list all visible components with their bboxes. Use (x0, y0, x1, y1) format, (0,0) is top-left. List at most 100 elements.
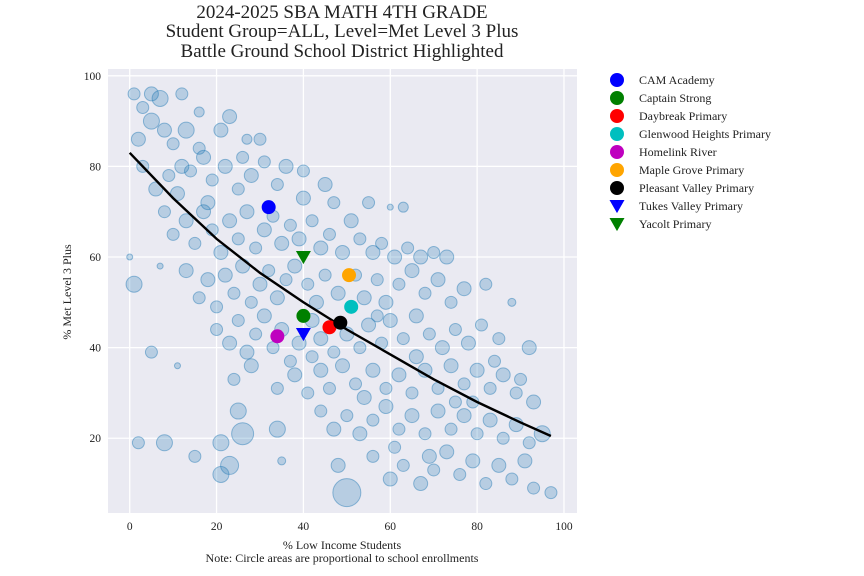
y-tick-label: 60 (90, 252, 102, 264)
school-point (231, 182, 245, 196)
school-point (443, 358, 459, 374)
school-point (483, 381, 497, 395)
school-point (405, 386, 419, 400)
school-point (544, 486, 558, 500)
school-point (326, 421, 342, 437)
highlight-daybreak-primary (322, 320, 337, 335)
school-point (343, 213, 359, 229)
school-point (413, 249, 429, 265)
school-point (231, 313, 245, 327)
school-point (408, 349, 424, 365)
school-point (266, 341, 280, 355)
school-point (396, 458, 410, 472)
school-point (243, 167, 259, 183)
school-point (362, 196, 376, 210)
school-point (296, 164, 310, 178)
legend-label-homelink-river: Homelink River (639, 145, 717, 159)
school-point (327, 196, 341, 210)
school-point (404, 408, 420, 424)
school-point (175, 87, 189, 101)
legend-marker-glenwood-heights-primary (610, 127, 624, 141)
school-point (257, 155, 271, 169)
legend-marker-yacolt-primary (609, 218, 625, 232)
school-point (356, 290, 372, 306)
school-point (205, 173, 219, 187)
school-point (492, 332, 506, 346)
school-points (125, 86, 558, 508)
school-point (236, 150, 250, 164)
school-point (210, 300, 224, 314)
title-line-1: 2024-2025 SBA MATH 4TH GRADE (196, 2, 487, 23)
x-tick-label: 40 (298, 521, 310, 533)
school-point (210, 323, 224, 337)
axis-ticks: 0 20 40 60 80 100 20 40 60 80 100 (84, 71, 573, 533)
legend: CAM Academy Captain Strong Daybreak Primar… (609, 73, 771, 232)
x-tick-label: 0 (127, 521, 133, 533)
school-point (427, 463, 441, 477)
school-point (470, 427, 484, 441)
school-point (274, 235, 290, 251)
legend-label-tukes-valley-primary: Tukes Valley Primary (639, 199, 743, 213)
school-point (335, 358, 350, 374)
school-point (370, 309, 384, 323)
school-point (200, 195, 216, 211)
x-tick-label: 100 (555, 521, 573, 533)
school-point (439, 249, 455, 265)
school-point (188, 449, 202, 463)
legend-label-yacolt-primary: Yacolt Primary (639, 217, 711, 231)
school-point (166, 137, 180, 151)
school-point (192, 141, 206, 155)
school-point (174, 158, 190, 174)
school-point (378, 399, 394, 415)
legend-marker-cam-academy (610, 73, 624, 87)
highlighted-schools (261, 200, 359, 344)
school-point (378, 294, 394, 310)
school-point (401, 241, 415, 255)
school-point (496, 431, 510, 445)
school-point (382, 471, 398, 487)
school-point (231, 422, 255, 446)
school-point (166, 227, 180, 241)
trend-line (128, 151, 552, 438)
school-point (379, 381, 393, 395)
school-point (408, 308, 424, 324)
highlight-yacolt-primary (295, 251, 311, 265)
school-point (388, 440, 402, 454)
school-point (235, 258, 251, 274)
school-point (156, 122, 172, 138)
school-point (418, 427, 432, 441)
highlight-captain-strong (296, 308, 311, 323)
title-line-2: Student Group=ALL, Level=Met Level 3 Plu… (166, 21, 519, 42)
school-point (287, 367, 303, 383)
school-point (126, 253, 134, 261)
school-point (387, 249, 403, 265)
legend-marker-homelink-river (610, 145, 624, 159)
school-point (213, 244, 229, 260)
school-point (439, 444, 455, 460)
school-point (222, 213, 238, 229)
school-point (157, 205, 171, 219)
school-point (305, 214, 319, 228)
school-point (252, 276, 268, 292)
school-point (356, 389, 372, 405)
grid-lines (108, 69, 577, 513)
x-tick-label: 20 (211, 521, 223, 533)
school-point (386, 203, 394, 211)
school-point (130, 131, 146, 147)
school-point (249, 327, 263, 341)
school-point (278, 158, 294, 174)
school-point (244, 295, 258, 309)
legend-marker-captain-strong (610, 91, 624, 105)
school-point (253, 132, 267, 146)
school-point (142, 112, 160, 130)
school-point (465, 453, 481, 469)
school-point (217, 158, 233, 174)
school-point (178, 263, 194, 279)
school-point (177, 121, 195, 139)
school-point (434, 340, 450, 356)
school-point (131, 436, 145, 450)
school-point (521, 340, 537, 356)
school-point (517, 453, 533, 469)
school-point (200, 272, 216, 288)
school-point (227, 286, 241, 300)
